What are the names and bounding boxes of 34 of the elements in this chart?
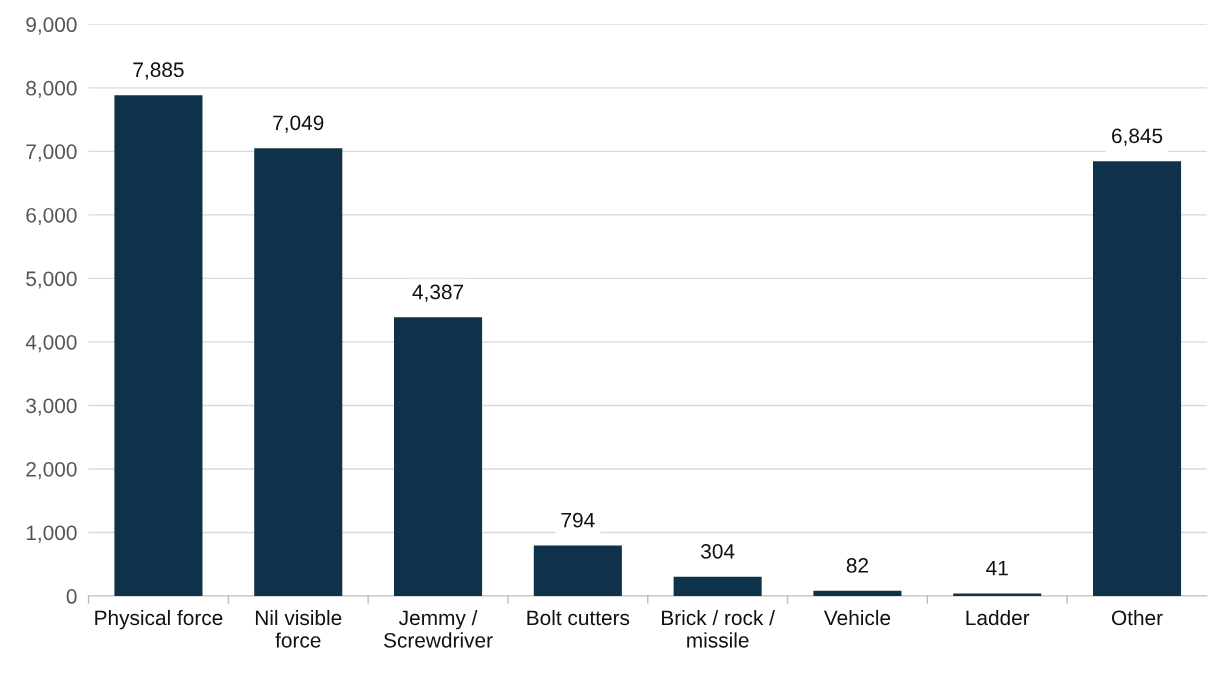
x-tick-label: Bolt cutters bbox=[527, 609, 630, 626]
y-tick-label: 4,000 bbox=[25, 334, 77, 353]
x-tick-label: Other bbox=[1111, 609, 1163, 626]
y-tick-label: 0 bbox=[66, 589, 77, 604]
y-tick-label: 5,000 bbox=[26, 271, 77, 289]
bar bbox=[394, 317, 483, 597]
data-label: 304 bbox=[701, 543, 735, 559]
bar bbox=[254, 148, 343, 597]
data-label: 6,845 bbox=[1112, 128, 1163, 146]
y-tick-label: 8,000 bbox=[26, 80, 77, 99]
x-tick-label: Vehicle bbox=[823, 609, 891, 626]
y-tick-label: 9,000 bbox=[26, 17, 77, 35]
x-tick-label: Nil visible force bbox=[255, 609, 342, 648]
data-label: 7,885 bbox=[133, 62, 184, 80]
data-label: 82 bbox=[846, 558, 868, 573]
y-tick-label: 7,000 bbox=[26, 144, 77, 162]
y-tick-label: 1,000 bbox=[26, 525, 77, 543]
data-label: 4,387 bbox=[412, 284, 464, 302]
bar bbox=[673, 576, 762, 597]
bar bbox=[1093, 161, 1182, 597]
y-tick-label: 2,000 bbox=[26, 461, 77, 480]
x-tick-label: Brick / rock / missile bbox=[662, 609, 775, 648]
data-label: 7,049 bbox=[273, 115, 324, 133]
bar bbox=[813, 590, 902, 597]
y-tick-label: 6,000 bbox=[26, 207, 77, 226]
data-label: 794 bbox=[561, 512, 595, 528]
y-tick-label: 3,000 bbox=[26, 398, 77, 416]
bar bbox=[114, 95, 203, 597]
x-tick-label: Ladder bbox=[966, 609, 1030, 626]
bar bbox=[533, 545, 622, 597]
x-tick-label: Physical force bbox=[95, 609, 223, 630]
bar bbox=[953, 593, 1042, 597]
data-label: 41 bbox=[986, 560, 1008, 576]
x-tick-label: Jemmy / Screwdriver bbox=[384, 609, 493, 648]
